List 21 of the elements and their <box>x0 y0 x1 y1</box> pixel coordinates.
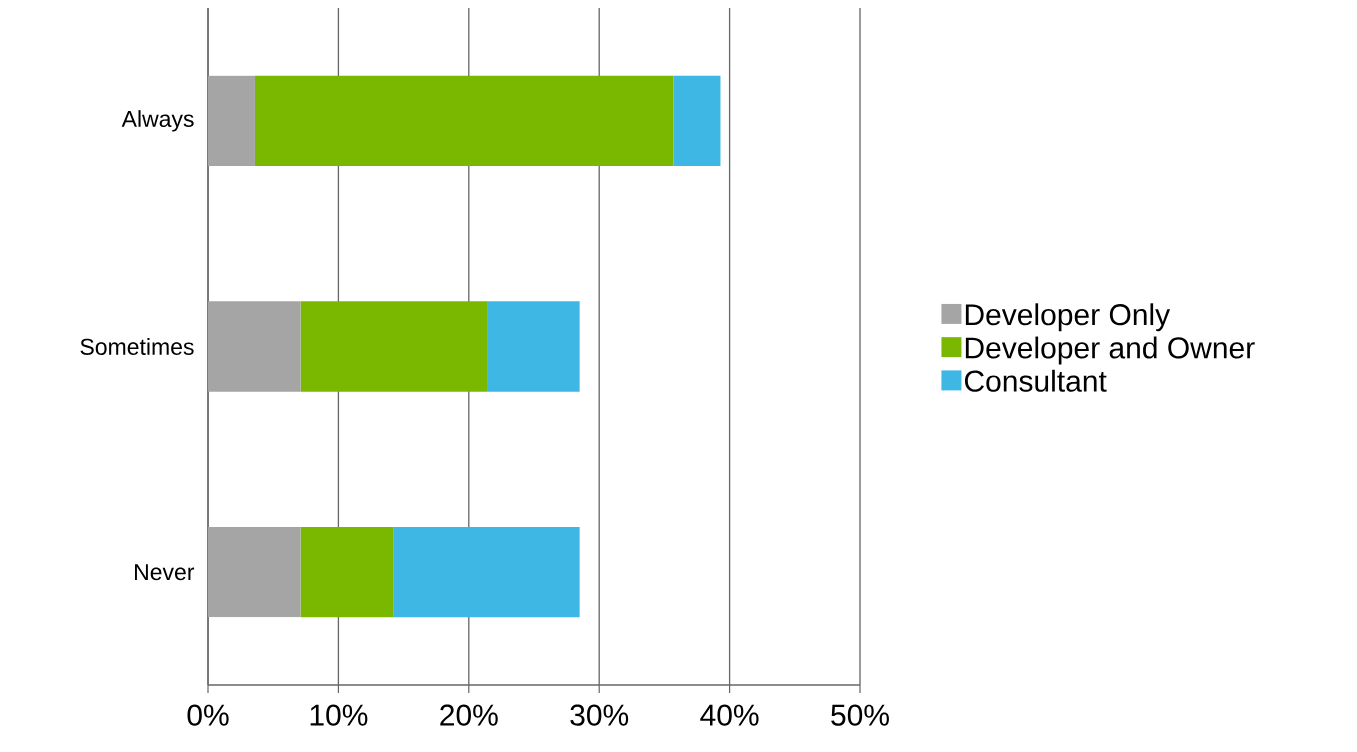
bar <box>487 301 580 392</box>
x-tick-label: 10% <box>310 704 368 726</box>
legend-label: Developer and Owner <box>965 336 1255 365</box>
bar <box>673 75 721 166</box>
bar <box>254 75 674 166</box>
y-tick-label: Always <box>121 110 194 132</box>
x-tick-label: 40% <box>700 704 759 726</box>
y-tick-label: Sometimes <box>80 338 194 355</box>
bar <box>208 301 301 392</box>
bar <box>208 75 255 166</box>
x-tick-label: 30% <box>570 704 629 726</box>
bar <box>393 527 580 618</box>
x-tick-label: 0% <box>187 704 229 726</box>
bar <box>300 527 394 618</box>
bar <box>300 301 488 392</box>
x-tick-label: 20% <box>440 704 498 726</box>
legend-label: Developer Only <box>965 303 1171 332</box>
x-tick-label: 50% <box>831 704 889 726</box>
bar <box>208 527 301 618</box>
legend-label: Consultant <box>964 369 1107 392</box>
y-tick-label: Never <box>135 564 195 581</box>
